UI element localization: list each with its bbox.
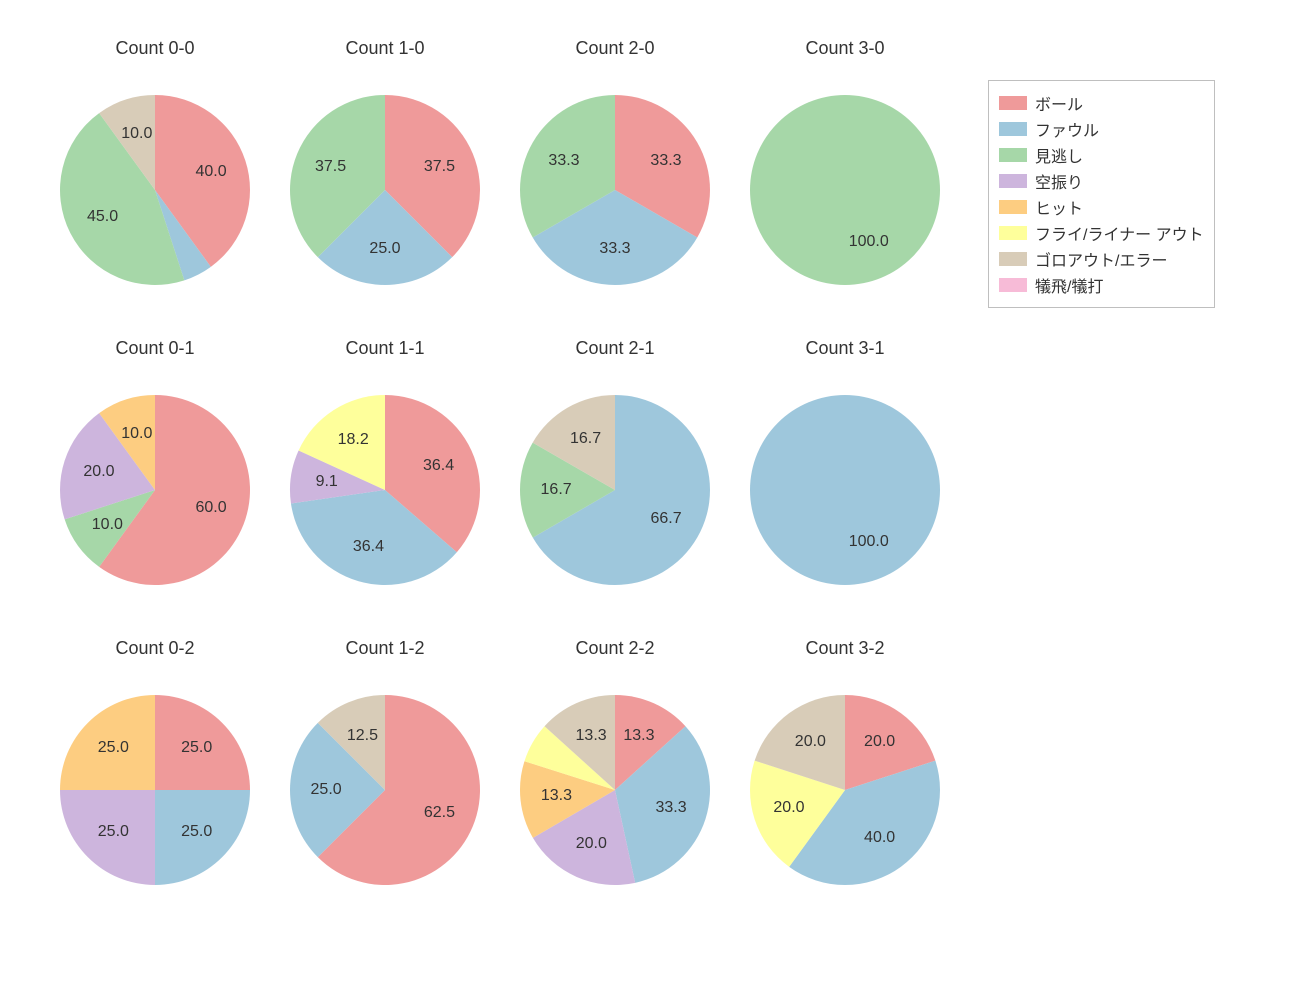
legend-label: ヒット	[1035, 195, 1083, 219]
legend-item: ファウル	[999, 117, 1204, 141]
pie-chart: Count 2-033.333.333.3	[500, 20, 730, 320]
pie-slice	[60, 695, 155, 790]
pie-slice	[60, 790, 155, 885]
pie-chart: Count 1-037.525.037.5	[270, 20, 500, 320]
legend-swatch	[999, 96, 1027, 110]
pie-svg	[730, 20, 960, 320]
pie-svg	[270, 620, 500, 920]
pie-slice	[750, 395, 940, 585]
pie-svg	[500, 320, 730, 620]
pie-svg	[730, 620, 960, 920]
pie-chart: Count 0-040.045.010.0	[40, 20, 270, 320]
pie-svg	[270, 320, 500, 620]
pie-slice	[155, 790, 250, 885]
chart-grid: Count 0-040.045.010.0Count 1-037.525.037…	[0, 0, 1300, 1000]
legend-swatch	[999, 174, 1027, 188]
legend-label: ボール	[1035, 91, 1083, 115]
legend-swatch	[999, 148, 1027, 162]
legend-swatch	[999, 226, 1027, 240]
legend-item: 見逃し	[999, 143, 1204, 167]
pie-svg	[730, 320, 960, 620]
pie-svg	[40, 20, 270, 320]
pie-chart: Count 2-166.716.716.7	[500, 320, 730, 620]
pie-slice	[155, 695, 250, 790]
pie-slice	[750, 95, 940, 285]
legend-label: フライ/ライナー アウト	[1035, 221, 1204, 245]
legend-label: ゴロアウト/エラー	[1035, 247, 1167, 271]
legend-item: フライ/ライナー アウト	[999, 221, 1204, 245]
legend: ボールファウル見逃し空振りヒットフライ/ライナー アウトゴロアウト/エラー犠飛/…	[988, 80, 1215, 308]
legend-item: 空振り	[999, 169, 1204, 193]
pie-chart: Count 3-220.040.020.020.0	[730, 620, 960, 920]
legend-label: ファウル	[1035, 117, 1099, 141]
pie-chart: Count 1-136.436.49.118.2	[270, 320, 500, 620]
legend-swatch	[999, 200, 1027, 214]
pie-svg	[500, 620, 730, 920]
legend-item: ヒット	[999, 195, 1204, 219]
pie-svg	[270, 20, 500, 320]
legend-item: ボール	[999, 91, 1204, 115]
pie-svg	[40, 320, 270, 620]
legend-label: 犠飛/犠打	[1035, 273, 1103, 297]
legend-item: ゴロアウト/エラー	[999, 247, 1204, 271]
legend-label: 空振り	[1035, 169, 1083, 193]
pie-svg	[40, 620, 270, 920]
pie-chart: Count 0-160.010.020.010.0	[40, 320, 270, 620]
pie-chart: Count 3-1100.0	[730, 320, 960, 620]
legend-item: 犠飛/犠打	[999, 273, 1204, 297]
legend-swatch	[999, 252, 1027, 266]
pie-chart: Count 3-0100.0	[730, 20, 960, 320]
pie-chart: Count 2-213.333.320.013.313.3	[500, 620, 730, 920]
pie-chart: Count 0-225.025.025.025.0	[40, 620, 270, 920]
legend-label: 見逃し	[1035, 143, 1083, 167]
pie-chart: Count 1-262.525.012.5	[270, 620, 500, 920]
legend-swatch	[999, 122, 1027, 136]
pie-svg	[500, 20, 730, 320]
legend-swatch	[999, 278, 1027, 292]
